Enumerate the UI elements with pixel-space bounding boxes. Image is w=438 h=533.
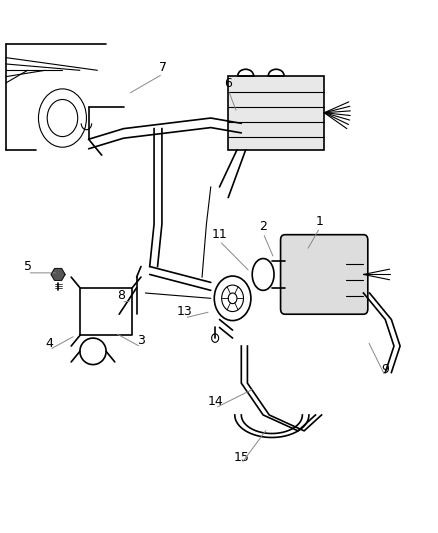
Text: 3: 3 xyxy=(137,334,145,347)
FancyBboxPatch shape xyxy=(280,235,367,314)
Text: 14: 14 xyxy=(207,395,223,408)
Text: 11: 11 xyxy=(211,228,227,241)
Text: 1: 1 xyxy=(315,215,323,228)
Text: 7: 7 xyxy=(159,61,166,74)
Text: 15: 15 xyxy=(233,451,249,464)
Polygon shape xyxy=(51,269,65,280)
Text: 13: 13 xyxy=(177,305,192,318)
Text: 5: 5 xyxy=(24,260,32,273)
Text: 2: 2 xyxy=(258,220,266,233)
Text: 9: 9 xyxy=(381,364,389,376)
Text: 4: 4 xyxy=(45,337,53,350)
FancyBboxPatch shape xyxy=(228,76,323,150)
Text: 6: 6 xyxy=(224,77,232,90)
Text: 8: 8 xyxy=(117,289,125,302)
